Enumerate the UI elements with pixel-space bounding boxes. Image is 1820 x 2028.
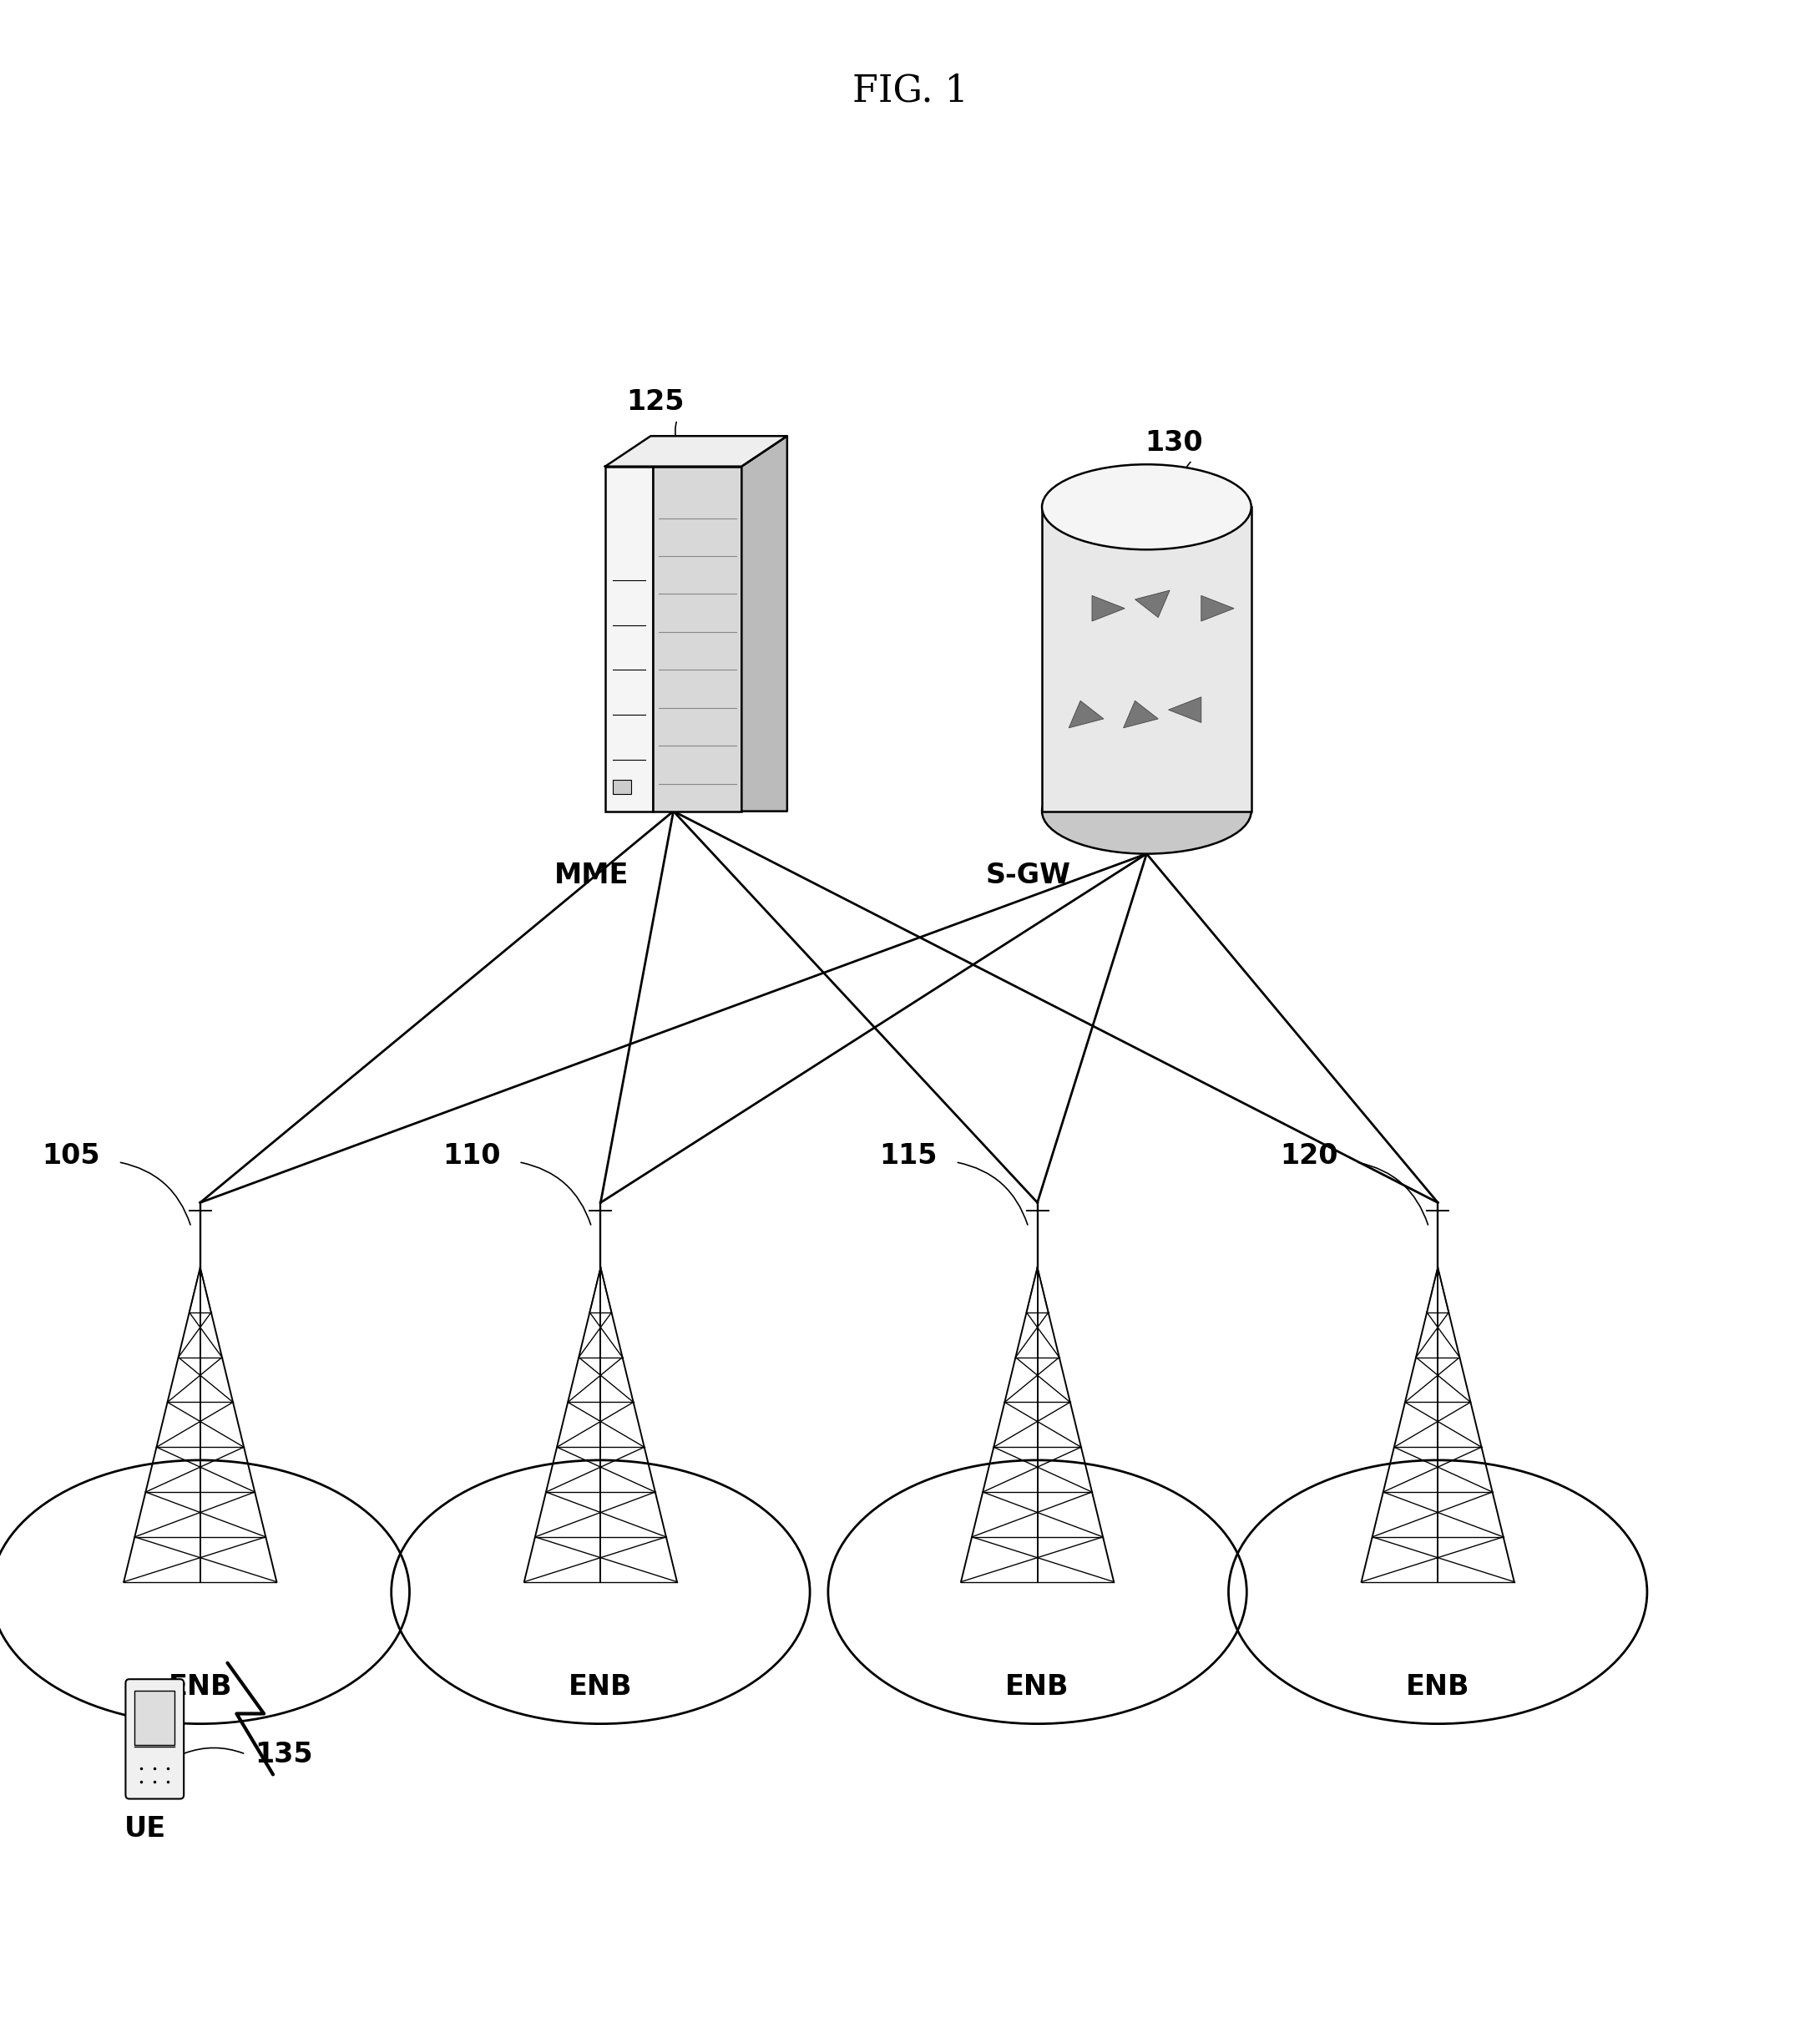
FancyBboxPatch shape <box>653 466 743 811</box>
Text: ENB: ENB <box>1405 1673 1471 1701</box>
Text: 120: 120 <box>1279 1142 1338 1170</box>
Text: 125: 125 <box>626 387 684 416</box>
Text: ENB: ENB <box>1005 1673 1070 1701</box>
Polygon shape <box>1123 702 1158 728</box>
FancyBboxPatch shape <box>135 1691 175 1744</box>
Polygon shape <box>604 436 788 466</box>
Polygon shape <box>743 436 788 811</box>
Polygon shape <box>1092 596 1125 621</box>
Bar <box>612 781 632 795</box>
Polygon shape <box>1201 596 1234 621</box>
Text: ENB: ENB <box>167 1673 233 1701</box>
Polygon shape <box>1168 698 1201 722</box>
Text: ENB: ENB <box>568 1673 633 1701</box>
Text: 110: 110 <box>442 1142 501 1170</box>
FancyBboxPatch shape <box>126 1679 184 1799</box>
Text: UE: UE <box>126 1815 166 1843</box>
Text: 115: 115 <box>879 1142 937 1170</box>
Ellipse shape <box>1043 769 1252 854</box>
Text: 130: 130 <box>1145 428 1203 456</box>
FancyBboxPatch shape <box>1041 507 1252 811</box>
Text: MME: MME <box>555 862 628 890</box>
Text: FIG. 1: FIG. 1 <box>852 73 968 110</box>
FancyBboxPatch shape <box>604 466 653 811</box>
Text: 135: 135 <box>255 1740 313 1768</box>
Text: 105: 105 <box>42 1142 100 1170</box>
Text: S-GW: S-GW <box>986 862 1070 890</box>
Polygon shape <box>1068 702 1103 728</box>
Ellipse shape <box>1043 464 1252 550</box>
Polygon shape <box>1136 590 1170 617</box>
